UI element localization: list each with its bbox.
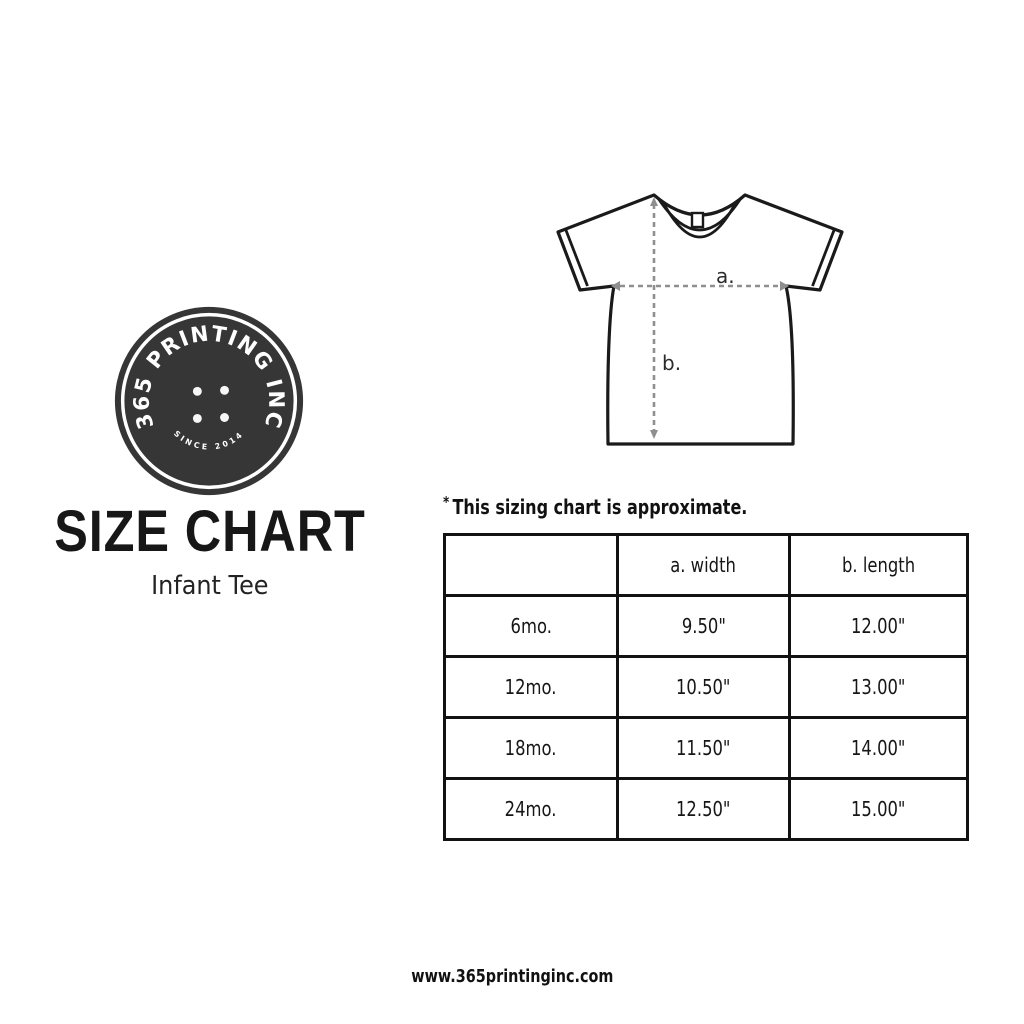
length-arrow-label: b.: [662, 351, 681, 375]
width-cell: 9.50": [616, 594, 791, 658]
button-hole-dot: [192, 413, 202, 423]
page-title: SIZE CHART: [54, 499, 366, 564]
footer-row: www.365printinginc.com: [0, 966, 1024, 987]
button-holes-icon: [192, 385, 229, 423]
page-subtitle-row: Infant Tee: [0, 572, 420, 601]
badge-circle: [114, 306, 304, 496]
tshirt-measurement-diagram: a. b.: [540, 172, 860, 462]
width-cell: 11.50": [616, 716, 791, 780]
size-table-header-row: a. width b. length: [443, 533, 969, 597]
length-cell: 13.00": [788, 655, 969, 719]
width-arrow-label: a.: [716, 264, 735, 288]
size-cell: 24mo.: [443, 777, 619, 841]
width-cell: 12.50": [616, 777, 791, 841]
left-cuff-line: [564, 228, 589, 287]
length-arrow: [650, 197, 658, 439]
page-subtitle: Infant Tee: [151, 571, 269, 601]
size-column-header: [443, 533, 619, 597]
button-badge-icon: 365 PRINTING INC SINCE 2014: [114, 306, 304, 496]
size-cell: 12mo.: [443, 655, 619, 719]
size-cell: 18mo.: [443, 716, 619, 780]
asterisk-mark: *: [443, 493, 450, 511]
table-row-18mo: 18mo. 11.50" 14.00": [443, 716, 969, 780]
sizing-note-text: This sizing chart is approximate.: [452, 495, 748, 519]
length-column-header: b. length: [788, 533, 969, 597]
brand-logo-badge: 365 PRINTING INC SINCE 2014: [112, 304, 306, 498]
collar-tag: [690, 211, 705, 229]
length-cell: 14.00": [788, 716, 969, 780]
button-hole-dot: [192, 386, 202, 396]
sizing-note: * This sizing chart is approximate.: [443, 493, 747, 519]
tshirt-outline: [556, 193, 844, 446]
button-hole-dot: [220, 413, 229, 422]
length-cell: 15.00": [788, 777, 969, 841]
table-row-24mo: 24mo. 12.50" 15.00": [443, 777, 969, 841]
length-cell: 12.00": [788, 594, 969, 658]
table-row-6mo: 6mo. 9.50" 12.00": [443, 594, 969, 658]
width-arrow: [611, 281, 789, 291]
size-cell: 6mo.: [443, 594, 619, 658]
width-column-header: a. width: [616, 533, 791, 597]
table-row-12mo: 12mo. 10.50" 13.00": [443, 655, 969, 719]
footer-url: www.365printinginc.com: [410, 966, 614, 987]
collar-band-bottom: [661, 201, 738, 239]
page-title-row: SIZE CHART: [0, 503, 420, 561]
size-table: a. width b. length 6mo. 9.50" 12.00" 12m…: [443, 533, 969, 841]
badge-ring: [120, 312, 298, 490]
right-cuff-line: [811, 228, 836, 287]
button-hole-dot: [220, 385, 229, 395]
tshirt-icon: a. b.: [556, 193, 844, 446]
width-cell: 10.50": [616, 655, 791, 719]
